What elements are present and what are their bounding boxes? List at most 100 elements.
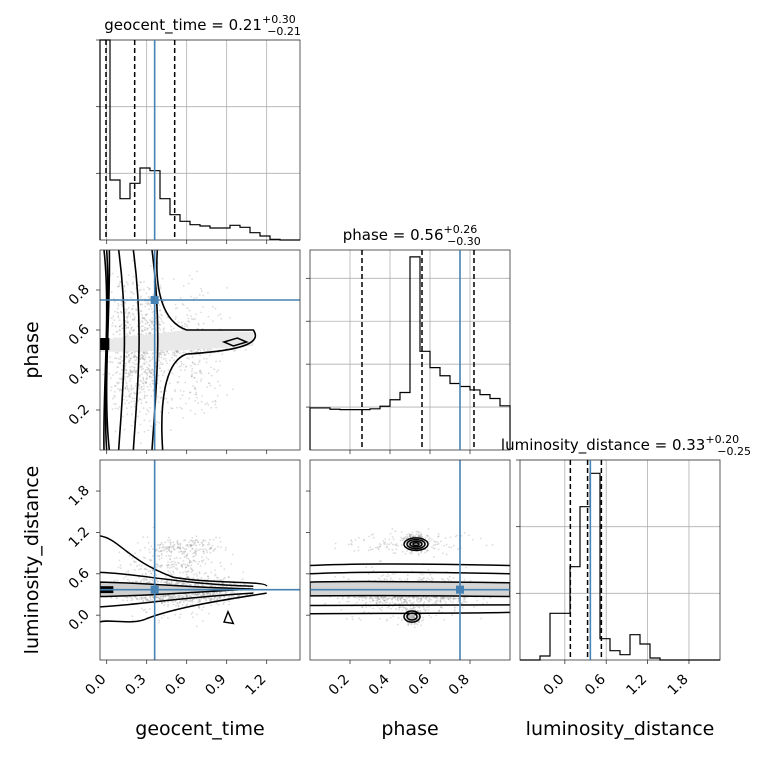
panel-geocent-time-vs-luminosity-distance-sample (158, 598, 161, 601)
panel-geocent-time-vs-luminosity-distance-sample (223, 595, 226, 598)
panel-geocent-time-vs-phase-sample (146, 328, 148, 331)
panel-geocent-time-vs-luminosity-distance-sample (227, 575, 230, 578)
panel-geocent-time-vs-luminosity-distance-sample (142, 536, 144, 538)
panel-phase-vs-luminosity-distance-sample (417, 533, 420, 536)
panel-geocent-time-vs-phase-sample (143, 385, 145, 388)
panel-phase-vs-luminosity-distance-sample (398, 606, 400, 609)
panel-geocent-time-vs-phase-sample (139, 423, 142, 426)
panel-geocent-time-vs-phase-sample (117, 357, 120, 360)
panel-geocent-time-vs-phase-sample (115, 357, 118, 360)
panel-geocent-time-vs-phase-sample (143, 358, 146, 361)
panel-geocent-time-vs-phase-sample (143, 395, 146, 398)
panel-geocent-time-vs-luminosity-distance-sample (238, 594, 241, 597)
panel-geocent-time-vs-phase-sample (130, 388, 133, 391)
panel-phase-vs-luminosity-distance-sample (360, 596, 363, 598)
panel-phase-vs-luminosity-distance-sample (419, 578, 422, 581)
panel-geocent-time-vs-phase-sample (117, 387, 119, 390)
panel-geocent-time-vs-phase-sample (133, 392, 136, 395)
panel-phase-vs-luminosity-distance-sample (411, 596, 414, 599)
panel-geocent-time-vs-phase-sample (127, 327, 129, 329)
panel-geocent-time-vs-luminosity-distance-sample (189, 583, 192, 586)
panel-geocent-time-vs-luminosity-distance-sample (186, 576, 188, 579)
panel-geocent-time-vs-phase-sample (142, 407, 145, 410)
panel-geocent-time-vs-luminosity-distance-sample (214, 573, 217, 576)
panel-phase-vs-luminosity-distance-sample (441, 597, 444, 600)
panel-geocent-time-vs-phase-sample (195, 313, 197, 316)
hist-luminosity-distance-title-lower: −0.25 (717, 445, 751, 458)
panel-geocent-time-vs-luminosity-distance-sample (208, 597, 211, 600)
panel-geocent-time-vs-phase-density-peak (100, 338, 110, 350)
panel-geocent-time-vs-phase-sample (126, 321, 128, 324)
panel-geocent-time-vs-luminosity-distance-sample (196, 597, 198, 600)
panel-geocent-time-vs-phase-sample (171, 372, 174, 374)
panel-geocent-time-vs-luminosity-distance-sample (171, 573, 174, 576)
panel-geocent-time-vs-luminosity-distance-sample (182, 596, 185, 598)
panel-geocent-time-vs-phase-sample (127, 388, 129, 391)
panel-geocent-time-vs-luminosity-distance-sample (180, 550, 183, 553)
panel-geocent-time-vs-phase-sample (119, 361, 122, 364)
panel-geocent-time-vs-phase-sample (187, 320, 190, 323)
panel-phase-vs-luminosity-distance-sample (454, 597, 457, 600)
panel-geocent-time-vs-luminosity-distance-sample (185, 544, 188, 547)
panel-geocent-time-vs-phase-sample (195, 372, 198, 375)
panel-geocent-time-vs-phase-sample (199, 354, 202, 357)
panel-geocent-time-vs-phase-sample (199, 369, 202, 372)
panel-geocent-time-vs-luminosity-distance-sample (206, 551, 208, 554)
panel-geocent-time-vs-luminosity-distance-sample (161, 554, 163, 556)
panel-geocent-time-vs-phase-sample (157, 355, 160, 357)
panel-geocent-time-vs-phase-sample (130, 356, 133, 359)
panel-geocent-time-vs-phase-sample (206, 386, 209, 388)
panel-geocent-time-vs-luminosity-distance-sample (160, 595, 162, 598)
panel-phase-vs-luminosity-distance-sample (399, 597, 402, 600)
panel-geocent-time-vs-luminosity-distance-sample (131, 615, 134, 617)
panel-geocent-time-vs-luminosity-distance-sample (223, 601, 226, 604)
panel-geocent-time-vs-phase-sample (118, 285, 121, 288)
panel-geocent-time-vs-phase-sample (143, 351, 146, 353)
panel-geocent-time-vs-phase-sample (145, 382, 148, 385)
panel-geocent-time-vs-phase-sample (133, 391, 136, 394)
panel-phase-vs-luminosity-distance-sample (452, 577, 455, 579)
panel-geocent-time-vs-luminosity-distance-sample (197, 562, 199, 565)
panel-geocent-time-vs-phase-sample (183, 351, 186, 354)
panel-geocent-time-vs-phase-sample (144, 363, 146, 366)
panel-geocent-time-vs-phase-sample (111, 324, 114, 327)
panel-geocent-time-vs-phase-sample (199, 371, 202, 374)
panel-geocent-time-vs-luminosity-distance-sample (176, 582, 179, 585)
panel-geocent-time-vs-phase-sample (146, 366, 149, 369)
panel-geocent-time-vs-luminosity-distance-sample (197, 592, 200, 595)
panel-geocent-time-vs-phase-sample (206, 348, 209, 351)
panel-geocent-time-vs-phase-sample (124, 312, 127, 315)
panel-geocent-time-vs-phase-sample (192, 385, 195, 387)
panel-geocent-time-vs-luminosity-distance-sample (203, 592, 206, 595)
panel-geocent-time-vs-luminosity-distance-sample (160, 595, 163, 597)
panel-phase-vs-luminosity-distance-sample (401, 539, 404, 542)
panel-geocent-time-vs-luminosity-distance-sample (176, 561, 179, 564)
panel-geocent-time-vs-luminosity-distance-sample (202, 550, 205, 553)
panel-geocent-time-vs-luminosity-distance-sample (159, 566, 162, 569)
panel-phase-vs-luminosity-distance-sample (348, 596, 351, 599)
panel-geocent-time-vs-luminosity-distance-sample (213, 599, 215, 601)
panel-phase-vs-luminosity-distance-sample (463, 600, 466, 603)
panel-geocent-time-vs-luminosity-distance-sample (183, 556, 186, 558)
panel-geocent-time-vs-phase-sample (146, 351, 148, 353)
panel-geocent-time-vs-luminosity-distance-sample (190, 564, 193, 567)
panel-geocent-time-vs-phase-sample (146, 327, 149, 330)
panel-phase-vs-luminosity-distance-sample (385, 599, 388, 601)
panel-geocent-time-vs-phase-sample (118, 389, 121, 392)
panel-geocent-time-vs-phase-sample (142, 367, 145, 370)
panel-geocent-time-vs-luminosity-distance-sample (224, 592, 227, 595)
panel-phase-vs-luminosity-distance-sample (389, 602, 391, 604)
panel-geocent-time-vs-luminosity-distance-sample (168, 596, 171, 599)
panel-phase-vs-luminosity-distance-sample (443, 618, 446, 621)
panel-geocent-time-vs-phase-sample (119, 311, 122, 313)
panel-geocent-time-vs-luminosity-distance-sample (178, 551, 181, 553)
panel-geocent-time-vs-luminosity-distance-sample (201, 583, 204, 586)
panel-geocent-time-vs-luminosity-distance-sample (181, 581, 184, 584)
panel-geocent-time-vs-luminosity-distance-sample (161, 601, 164, 604)
panel-phase-vs-luminosity-distance-sample (411, 531, 414, 534)
panel-geocent-time-vs-phase-sample (174, 390, 176, 393)
panel-geocent-time-vs-phase-sample (129, 359, 132, 362)
panel-geocent-time-vs-phase-sample (188, 321, 191, 323)
panel-geocent-time-vs-luminosity-distance-sample (162, 596, 165, 598)
panel-geocent-time-vs-phase-sample (137, 399, 140, 402)
